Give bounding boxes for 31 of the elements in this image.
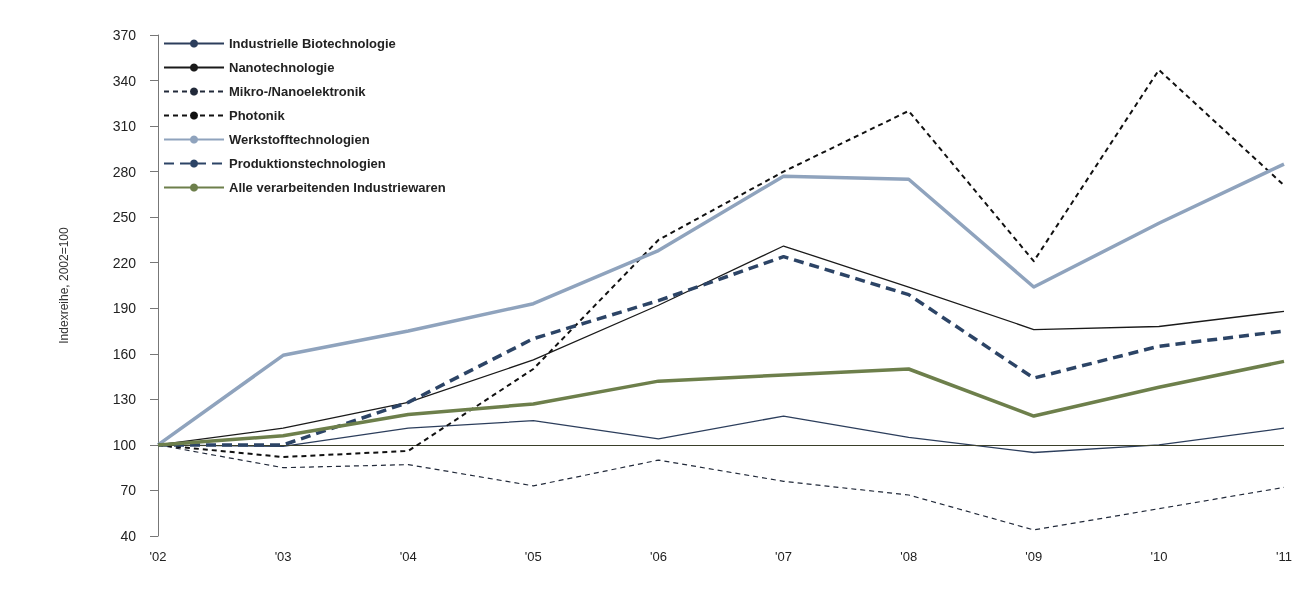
legend-label: Werkstofftechnologien bbox=[229, 132, 370, 147]
x-tick-label: '11 bbox=[1276, 549, 1292, 564]
line-series bbox=[156, 359, 1286, 447]
x-tick-label: '09 bbox=[1025, 549, 1043, 564]
y-tick-label: 250 bbox=[112, 209, 137, 226]
y-tick-label: 220 bbox=[112, 254, 137, 271]
legend-label: Produktionstechnologien bbox=[229, 156, 386, 171]
y-tick-label: 160 bbox=[112, 345, 137, 362]
x-tick-label: '05 bbox=[524, 549, 542, 564]
y-tick-label: 370 bbox=[112, 27, 137, 43]
x-tick-label: '07 bbox=[775, 549, 793, 564]
y-tick-label: 70 bbox=[120, 482, 137, 499]
y-tick-label: 40 bbox=[120, 528, 137, 544]
y-tick-label: 340 bbox=[112, 72, 137, 89]
x-tick-label: '10 bbox=[1150, 549, 1168, 564]
legend-label: Industrielle Biotechnologie bbox=[229, 36, 396, 51]
legend-label: Mikro-/Nanoelektronik bbox=[229, 84, 367, 99]
x-tick-label: '04 bbox=[399, 549, 417, 564]
y-tick-label: 310 bbox=[112, 118, 137, 135]
legend-label: Nanotechnologie bbox=[229, 60, 335, 75]
x-tick-label: '03 bbox=[274, 549, 292, 564]
y-axis-title: Indexreihe, 2002=100 bbox=[57, 226, 71, 344]
x-tick-label: '08 bbox=[900, 549, 918, 564]
x-tick-label: '06 bbox=[649, 549, 667, 564]
y-tick-label: 130 bbox=[112, 391, 137, 408]
x-tick-label: '02 bbox=[149, 549, 167, 564]
legend-label: Photonik bbox=[229, 108, 286, 123]
y-tick-label: 100 bbox=[112, 436, 137, 453]
y-tick-label: 280 bbox=[112, 163, 137, 180]
legend-label: Alle verarbeitenden Industriewaren bbox=[229, 180, 446, 195]
y-tick-label: 190 bbox=[112, 300, 137, 317]
